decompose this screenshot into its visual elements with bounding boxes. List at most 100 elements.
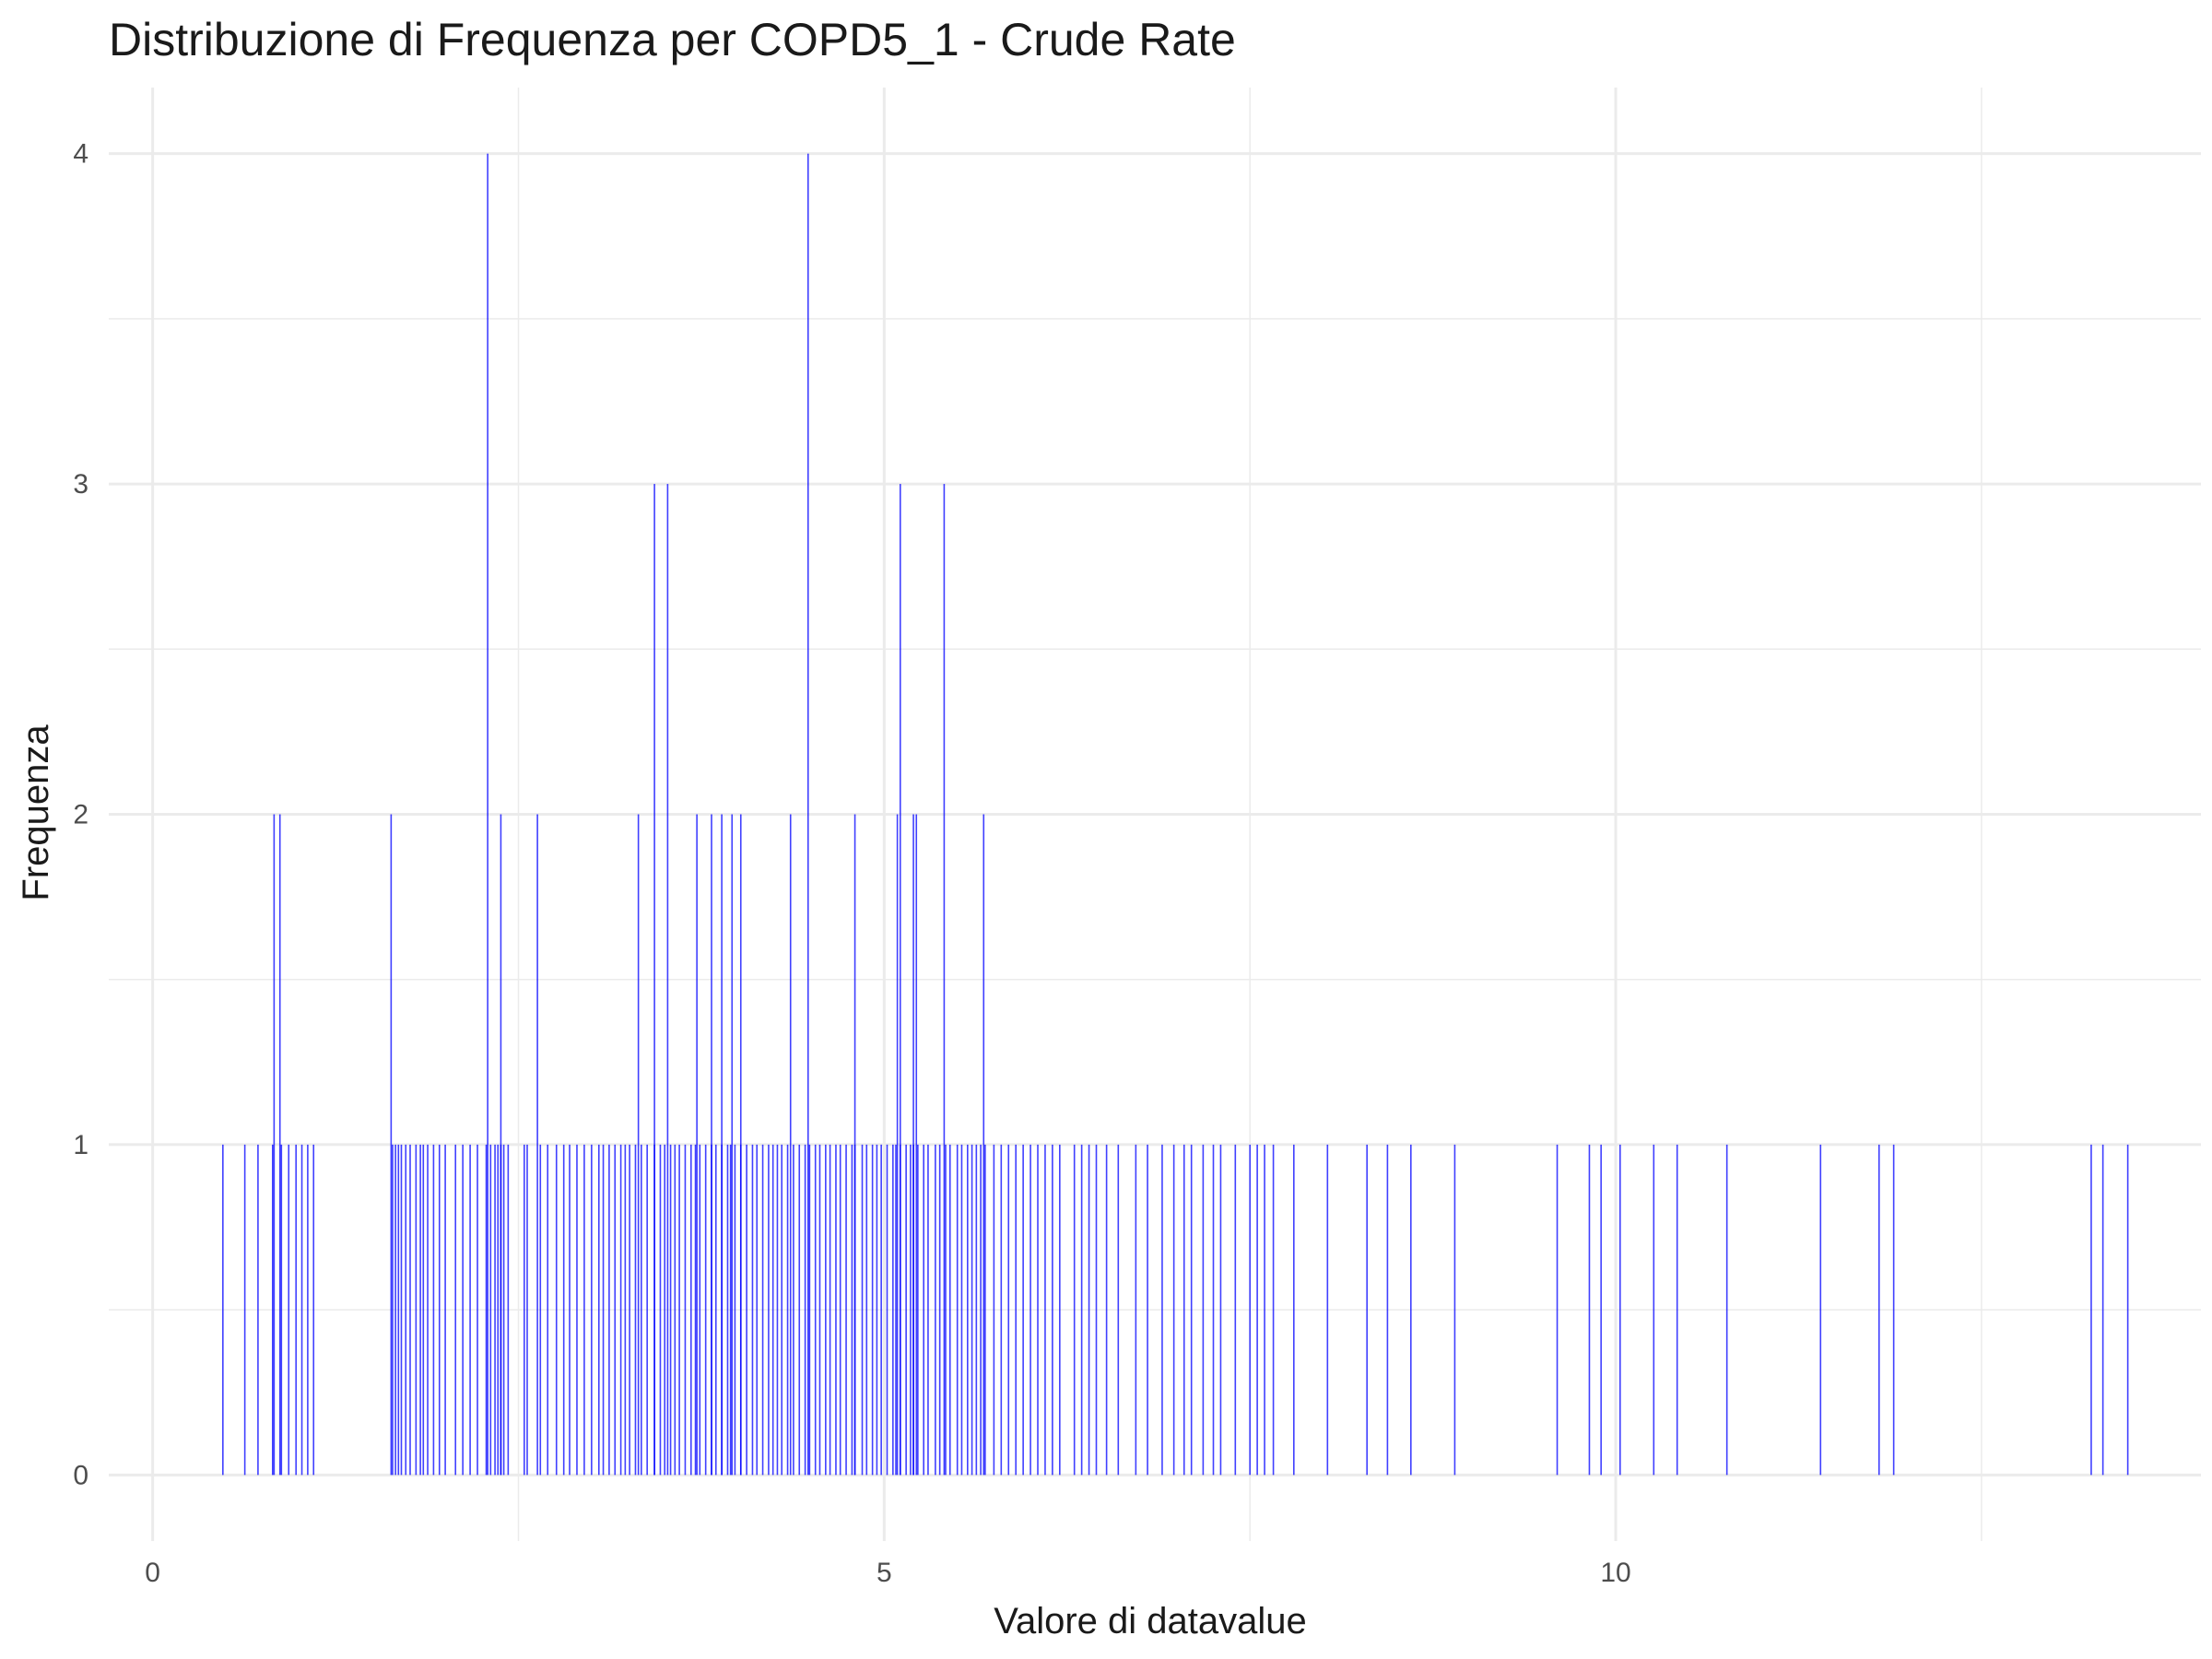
y-tick-label: 2 xyxy=(73,800,88,830)
histogram-bar xyxy=(1080,1144,1083,1476)
histogram-bar xyxy=(935,1144,936,1476)
histogram-bar xyxy=(409,1144,411,1476)
histogram-bar xyxy=(699,1144,701,1476)
histogram-bar xyxy=(865,1144,868,1476)
histogram-bar xyxy=(1819,1144,1822,1476)
histogram-bar xyxy=(1453,1144,1456,1476)
histogram-bar xyxy=(608,1144,610,1476)
histogram-bar xyxy=(1015,1144,1017,1476)
histogram-bar xyxy=(678,1144,680,1476)
histogram-bar xyxy=(547,1144,549,1476)
y-tick-label: 0 xyxy=(73,1460,88,1490)
histogram-bar xyxy=(1326,1144,1329,1476)
histogram-bar xyxy=(825,1144,827,1476)
histogram-bar xyxy=(624,1144,627,1476)
histogram-bar xyxy=(1044,1144,1046,1476)
histogram-bar xyxy=(876,1144,878,1476)
histogram-bar xyxy=(1052,1144,1053,1476)
histogram-bar xyxy=(659,1144,662,1476)
histogram-bar xyxy=(288,1144,290,1476)
histogram-bar xyxy=(1366,1144,1368,1476)
chart-title: Distribuzione di Frequenza per COPD5_1 -… xyxy=(109,14,1236,65)
histogram-bar xyxy=(536,814,538,1476)
histogram-bar xyxy=(634,1144,637,1476)
histogram-bar xyxy=(1105,1144,1108,1476)
histogram-bar xyxy=(1256,1144,1258,1476)
histogram-bar xyxy=(756,1144,759,1476)
grid-lines xyxy=(109,88,2201,1541)
histogram-bar xyxy=(829,1144,831,1476)
histogram-bar xyxy=(222,1144,224,1476)
y-axis-ticks: 0 1 2 3 4 xyxy=(73,139,88,1491)
x-tick-label: 0 xyxy=(145,1558,160,1588)
histogram-bar xyxy=(726,1144,729,1476)
histogram-bar xyxy=(899,484,901,1476)
histogram-bar xyxy=(684,1144,687,1476)
histogram-bar xyxy=(839,1144,841,1476)
histogram-bar xyxy=(664,1144,666,1476)
histogram-bar xyxy=(295,1144,297,1476)
histogram-bar xyxy=(915,814,918,1476)
histogram-bar xyxy=(1059,1144,1061,1476)
histogram-bar xyxy=(1264,1144,1265,1476)
histogram-bar xyxy=(555,1144,558,1476)
histogram-bar xyxy=(704,1144,707,1476)
histogram-bar xyxy=(895,1144,897,1476)
histogram-bar xyxy=(696,814,698,1476)
histogram-bar xyxy=(629,1144,630,1476)
histogram-bar xyxy=(853,814,856,1476)
histogram-bar xyxy=(927,1144,929,1476)
histogram-bar xyxy=(1037,1144,1039,1476)
histogram-bar xyxy=(945,1144,947,1476)
histogram-bar xyxy=(714,1144,717,1476)
histogram-bar xyxy=(1172,1144,1175,1476)
histogram-bar xyxy=(896,814,899,1476)
histogram-bar xyxy=(917,1144,919,1476)
histogram-bar xyxy=(938,1144,941,1476)
histogram-bar xyxy=(494,1144,496,1476)
histogram-bar xyxy=(1386,1144,1389,1476)
histogram-bar xyxy=(469,1144,471,1476)
histogram-bar xyxy=(243,1144,246,1476)
histogram-bar xyxy=(422,1144,425,1476)
histogram-bar xyxy=(892,1144,894,1476)
histogram-bar xyxy=(653,484,655,1476)
histogram-bar xyxy=(1088,1144,1090,1476)
histogram-bar xyxy=(502,1144,505,1476)
histogram-bar xyxy=(666,484,669,1476)
histogram-bar xyxy=(948,1144,951,1476)
histogram-bar xyxy=(734,1144,736,1476)
histogram-bar xyxy=(804,1144,806,1476)
histogram-bar xyxy=(405,1144,407,1476)
histogram-bar xyxy=(943,484,946,1476)
histogram-bar xyxy=(982,814,985,1476)
histogram-bar xyxy=(923,1144,924,1476)
histogram-bar xyxy=(1556,1144,1559,1476)
histogram-bar xyxy=(524,1144,525,1476)
histogram-bar xyxy=(818,1144,821,1476)
histogram-bar xyxy=(641,1144,642,1476)
histogram-bar xyxy=(1095,1144,1098,1476)
histogram-bar xyxy=(1409,1144,1412,1476)
histogram-bar xyxy=(597,1144,600,1476)
histogram-bar xyxy=(397,1144,400,1476)
histogram-bar xyxy=(1293,1144,1295,1476)
histogram-bar xyxy=(768,1144,770,1476)
histogram-bar xyxy=(444,1144,446,1476)
histogram-bar xyxy=(1234,1144,1237,1476)
histogram-bar xyxy=(392,1144,394,1476)
histogram-bar xyxy=(880,1144,882,1476)
histogram-bar xyxy=(746,1144,747,1476)
histogram-bar xyxy=(771,1144,774,1476)
histogram-bar xyxy=(500,814,502,1476)
histogram-bar xyxy=(851,1144,853,1476)
histogram-bar xyxy=(835,1144,837,1476)
histogram-bar xyxy=(886,1144,888,1476)
histogram-bar xyxy=(1892,1144,1895,1476)
histogram-bar xyxy=(646,1144,648,1476)
histogram-bar xyxy=(394,1144,396,1476)
histogram-bar xyxy=(669,1144,672,1476)
histogram-bar xyxy=(751,1144,754,1476)
histogram-bar xyxy=(993,1144,995,1476)
